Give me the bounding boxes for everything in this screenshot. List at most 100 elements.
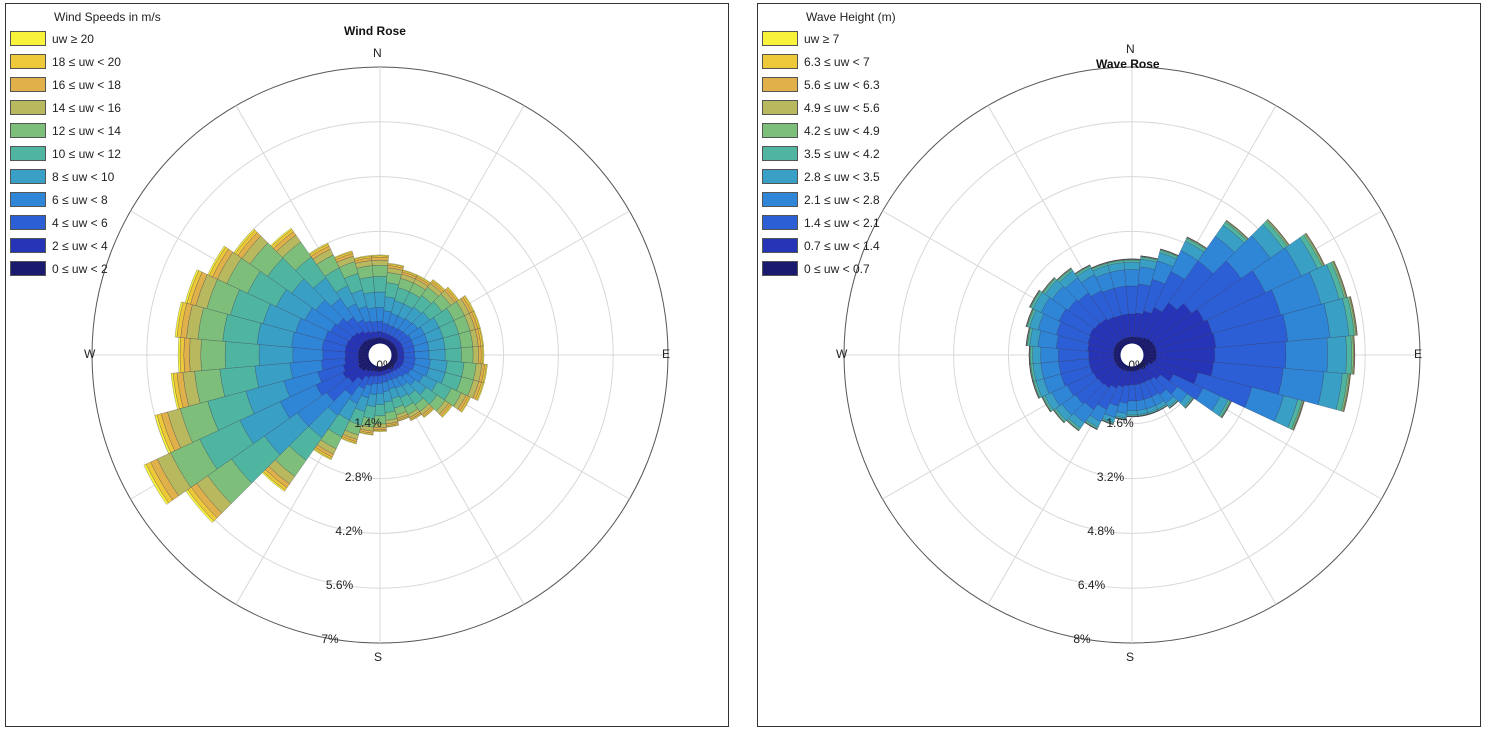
rose-sector <box>376 383 384 394</box>
legend-item: 4.9 ≤ uw < 5.6 <box>762 96 896 119</box>
legend-swatch <box>10 31 46 46</box>
legend-item: 0 ≤ uw < 0.7 <box>762 257 896 280</box>
rose-sector <box>353 255 372 260</box>
legend-swatch <box>10 169 46 184</box>
rose-sector <box>334 250 353 259</box>
legend-label: 4 ≤ uw < 6 <box>52 215 108 230</box>
legend-swatch <box>762 31 798 46</box>
legend-item: 5.6 ≤ uw < 6.3 <box>762 73 896 96</box>
rose-sector <box>200 339 226 371</box>
rose-sector <box>1124 269 1140 287</box>
rose-sector <box>174 301 184 338</box>
legend-label: 12 ≤ uw < 14 <box>52 123 121 138</box>
wave-rose-panel: Wave Height (m) uw ≥ 7 6.3 ≤ uw < 7 5.6 ≤ … <box>757 3 1481 727</box>
legend-item: 10 ≤ uw < 12 <box>10 142 161 165</box>
legend-swatch <box>10 238 46 253</box>
legend-swatch <box>10 77 46 92</box>
rose-sector <box>1353 335 1356 375</box>
rose-sector <box>1350 296 1358 336</box>
legend-label: 0.7 ≤ uw < 1.4 <box>804 238 880 253</box>
chart-title: Wind Rose <box>344 24 406 38</box>
legend-swatch <box>10 54 46 69</box>
rose-sector <box>1126 410 1138 416</box>
rose-sector <box>1185 398 1195 409</box>
rose-sector <box>233 228 256 254</box>
legend-label: 0 ≤ uw < 0.7 <box>804 261 870 276</box>
legend-item: 4.2 ≤ uw < 4.9 <box>762 119 896 142</box>
compass-east-label: E <box>662 347 671 361</box>
rose-sector <box>1126 400 1138 411</box>
rose-sector <box>189 338 202 372</box>
wind-rose-plot <box>91 66 669 644</box>
legend-item: 2.1 ≤ uw < 2.8 <box>762 188 896 211</box>
rose-sector <box>387 262 405 267</box>
legend-label: 6 ≤ uw < 8 <box>52 192 108 207</box>
rose-sector <box>377 371 383 377</box>
legend-item: 0 ≤ uw < 2 <box>10 257 161 280</box>
rose-sector <box>375 307 385 322</box>
legend-swatch <box>10 123 46 138</box>
rose-sector <box>1040 346 1059 364</box>
rose-sector <box>444 347 462 363</box>
radial-tick-label: 6.4% <box>1077 577 1106 592</box>
radial-tick-label: 5.6% <box>325 577 354 592</box>
rose-sector <box>258 344 294 366</box>
legend-label: 6.3 ≤ uw < 7 <box>804 54 870 69</box>
rose-sector <box>1029 289 1040 308</box>
legend-label: uw ≥ 20 <box>52 31 94 46</box>
legend-label: 4.2 ≤ uw < 4.9 <box>804 123 880 138</box>
legend-item: 4 ≤ uw < 6 <box>10 211 161 234</box>
rose-sector <box>183 337 191 373</box>
legend-title: Wave Height (m) <box>806 10 896 24</box>
legend-item: 2 ≤ uw < 4 <box>10 234 161 257</box>
rose-sector <box>472 346 479 364</box>
chart-title: Wave Rose <box>1096 57 1160 71</box>
legend-swatch <box>762 146 798 161</box>
rose-sector <box>224 341 260 369</box>
compass-west-label: W <box>84 347 96 361</box>
radial-tick-label: 1.6% <box>1106 415 1134 430</box>
rose-sector <box>1285 337 1328 373</box>
rose-sector <box>423 408 435 419</box>
legend-swatch <box>762 238 798 253</box>
rose-sector <box>179 337 185 373</box>
legend-label: 2.8 ≤ uw < 3.5 <box>804 169 880 184</box>
legend-swatch <box>10 215 46 230</box>
compass-north-label: N <box>373 46 382 60</box>
legend-label: 10 ≤ uw < 12 <box>52 146 121 161</box>
rose-sector <box>414 350 430 360</box>
legend-label: 1.4 ≤ uw < 2.1 <box>804 215 880 230</box>
rose-sector <box>371 257 389 261</box>
legend-swatch <box>762 192 798 207</box>
rose-sector <box>1041 277 1055 293</box>
legend-swatch <box>10 261 46 276</box>
rose-sector <box>143 463 169 505</box>
legend-label: 5.6 ≤ uw < 6.3 <box>804 77 880 92</box>
radial-tick-label: 7% <box>321 631 339 646</box>
legend-item: 6.3 ≤ uw < 7 <box>762 50 896 73</box>
legend-swatch <box>762 100 798 115</box>
legend-item: 0.7 ≤ uw < 1.4 <box>762 234 896 257</box>
rose-sector <box>270 227 293 247</box>
rose-sector <box>371 265 389 277</box>
radial-tick-label: 4.8% <box>1087 523 1115 538</box>
legend-swatch <box>762 54 798 69</box>
radial-tick-label: 2.8% <box>344 469 373 484</box>
radial-tick-label: 3.2% <box>1096 469 1125 484</box>
rose-sector <box>372 276 388 293</box>
rose-sector <box>170 372 180 410</box>
radial-tick-label: 1.4% <box>354 415 382 430</box>
compass-south-label: S <box>1126 650 1135 664</box>
rose-sector <box>482 345 485 365</box>
legend-item: 8 ≤ uw < 10 <box>10 165 161 188</box>
legend-swatch <box>762 169 798 184</box>
legend-swatch <box>762 123 798 138</box>
rose-sector <box>1074 264 1091 274</box>
rose-sector <box>1293 400 1305 431</box>
legend-swatch <box>10 100 46 115</box>
rose-sector <box>1056 267 1072 281</box>
legend-item: 3.5 ≤ uw < 4.2 <box>762 142 896 165</box>
legend-swatch <box>762 77 798 92</box>
rose-sector <box>1326 336 1347 374</box>
rose-sector <box>410 413 422 422</box>
